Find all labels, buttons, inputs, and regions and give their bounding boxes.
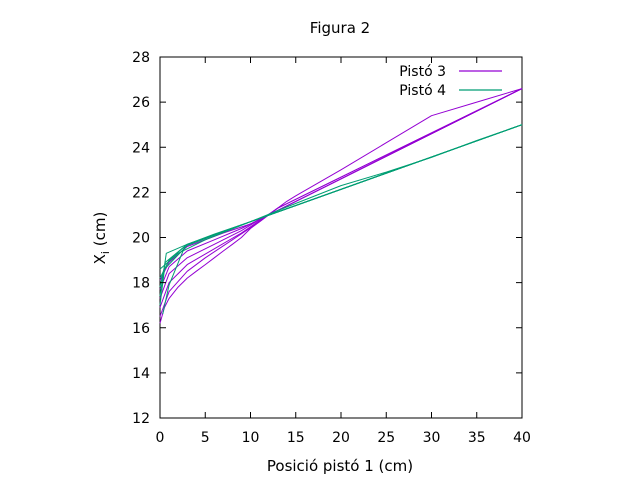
series-line-pisto-4-trace: [162, 124, 523, 315]
series-line-pisto-4: [159, 124, 523, 297]
legend-label-pisto-4: Pistó 4: [399, 83, 446, 99]
chart-title: Figura 2: [310, 19, 370, 37]
x-tick-label: 5: [201, 430, 210, 446]
plot-border: [159, 56, 523, 419]
y-tick-label: 16: [132, 321, 150, 337]
series-line-pisto-3-trace: [159, 88, 523, 308]
y-tick-label: 24: [132, 140, 150, 156]
x-tick-label: 20: [332, 430, 350, 446]
series-line-pisto-4-trace: [159, 124, 523, 306]
series-line-pisto-4-trace: [159, 124, 523, 288]
y-tick-label: 26: [132, 95, 150, 111]
series-line-pisto-3: [159, 88, 523, 324]
series-layer: [159, 88, 523, 324]
x-tick-label: 0: [156, 430, 165, 446]
x-tick-label: 30: [423, 430, 441, 446]
legend: Pistó 3 Pistó 4: [399, 64, 502, 99]
y-axis-label-subscript: i: [99, 251, 112, 254]
ticks-layer: 0 5 10 15 20 25 30 35 40 12 14 16 18 20 22 24 26 28: [132, 50, 531, 446]
y-tick-label: 12: [132, 411, 150, 427]
svg-text:Xi (cm): Xi (cm): [91, 212, 112, 265]
series-line-pisto-3-trace: [159, 88, 523, 299]
series-line-pisto-4-trace: [159, 124, 523, 279]
plot-frame: [159, 56, 523, 419]
legend-label-pisto-3: Pistó 3: [399, 64, 446, 80]
y-axis-label: Xi (cm): [91, 212, 112, 265]
y-tick-label: 18: [132, 276, 150, 292]
series-line-pisto-4-trace: [159, 124, 523, 270]
y-tick-label: 28: [132, 50, 150, 66]
y-axis-label-suffix: (cm): [91, 212, 109, 251]
x-axis-label: Posició pistó 1 (cm): [267, 457, 413, 475]
y-tick-label: 20: [132, 231, 150, 247]
series-line-pisto-3-trace: [159, 88, 523, 317]
x-tick-label: 25: [377, 430, 395, 446]
x-tick-label: 35: [468, 430, 486, 446]
x-tick-label: 10: [242, 430, 260, 446]
y-tick-label: 22: [132, 185, 150, 201]
y-tick-label: 14: [132, 366, 150, 382]
y-axis-label-base: X: [91, 254, 109, 264]
x-tick-label: 40: [513, 430, 531, 446]
x-tick-label: 15: [287, 430, 305, 446]
